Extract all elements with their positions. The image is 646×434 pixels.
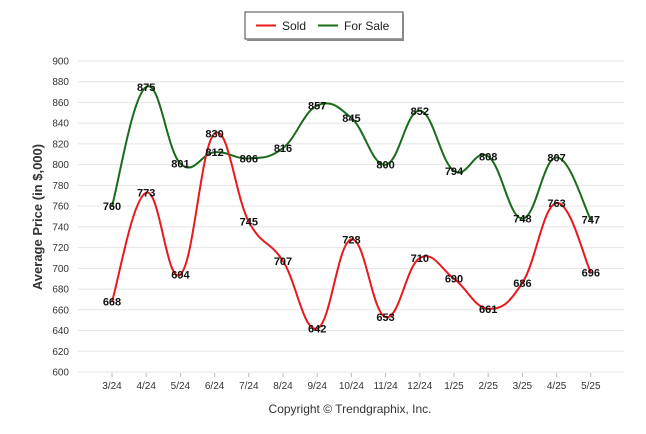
data-label-for-sale: 808	[479, 151, 497, 163]
y-tick-label: 760	[52, 202, 69, 213]
x-tick-label: 6/24	[205, 381, 225, 392]
series-line-for-sale	[111, 85, 592, 221]
data-label-sold: 773	[137, 188, 155, 200]
x-tick-label: 2/25	[478, 381, 498, 392]
y-tick-label: 680	[52, 285, 69, 296]
data-label-for-sale: 806	[240, 153, 258, 165]
series-lines	[111, 85, 592, 330]
data-label-for-sale: 800	[376, 160, 394, 172]
y-tick-label: 600	[52, 368, 69, 379]
data-label-for-sale: 852	[411, 106, 429, 118]
data-label-for-sale: 760	[103, 201, 121, 213]
x-tick-label: 3/24	[102, 381, 122, 392]
data-label-for-sale: 748	[513, 214, 531, 226]
data-label-for-sale: 747	[582, 215, 600, 227]
y-tick-label: 840	[52, 119, 69, 130]
x-axis: 3/24 4/24 5/24 6/24 7/24 8/24 9/24 10/24 11/24 12…	[102, 373, 601, 392]
y-axis-label: Average Price (in $,000)	[30, 144, 45, 290]
data-label-sold: 661	[479, 304, 497, 316]
y-tick-label: 900	[52, 57, 69, 68]
data-label-for-sale: 816	[274, 143, 292, 155]
y-tick-label: 640	[52, 326, 69, 337]
grid	[78, 60, 624, 373]
x-tick-label: 7/24	[239, 381, 259, 392]
data-label-for-sale: 812	[205, 147, 223, 159]
data-label-sold: 710	[411, 253, 429, 265]
copyright-footer: Copyright © Trendgraphix, Inc.	[269, 402, 432, 416]
data-label-for-sale: 794	[445, 166, 464, 178]
x-tick-label: 3/25	[513, 381, 533, 392]
y-tick-label: 720	[52, 243, 69, 254]
x-tick-label: 8/24	[273, 381, 293, 392]
y-tick-label: 780	[52, 181, 69, 192]
legend-label-sold: Sold	[282, 19, 306, 33]
data-label-sold: 707	[274, 256, 292, 268]
data-labels: 668 773 694 830 745 707 642 728 653 710 690 661 686 7…	[103, 82, 600, 336]
data-label-for-sale: 875	[137, 82, 155, 94]
data-label-for-sale: 801	[171, 159, 189, 171]
data-label-for-sale: 807	[547, 152, 565, 164]
legend: Sold For Sale	[244, 11, 404, 41]
y-axis: 600 620 640 660 680 700 720 740 760 780 800 820 840 8…	[52, 57, 69, 379]
y-tick-label: 620	[52, 347, 69, 358]
x-tick-label: 10/24	[339, 381, 364, 392]
y-tick-label: 700	[52, 264, 69, 275]
x-tick-label: 1/25	[444, 381, 464, 392]
x-tick-label: 5/25	[581, 381, 601, 392]
data-label-for-sale: 845	[342, 113, 360, 125]
data-label-sold: 668	[103, 297, 121, 309]
x-tick-label: 4/25	[547, 381, 567, 392]
data-label-sold: 728	[342, 234, 360, 246]
x-tick-label: 4/24	[136, 381, 156, 392]
data-label-sold: 830	[205, 129, 223, 141]
legend-label-for-sale: For Sale	[344, 19, 390, 33]
y-tick-label: 820	[52, 139, 69, 150]
data-label-sold: 696	[582, 267, 600, 279]
y-tick-label: 860	[52, 98, 69, 109]
y-tick-label: 660	[52, 305, 69, 316]
data-label-sold: 745	[240, 217, 258, 229]
data-label-sold: 690	[445, 274, 463, 286]
x-tick-label: 5/24	[171, 381, 191, 392]
y-tick-label: 800	[52, 160, 69, 171]
x-tick-label: 12/24	[407, 381, 432, 392]
x-tick-label: 9/24	[307, 381, 327, 392]
data-label-sold: 694	[171, 270, 190, 282]
series-line-sold	[111, 131, 592, 330]
data-label-sold: 686	[513, 278, 531, 290]
data-label-for-sale: 857	[308, 101, 326, 113]
x-tick-label: 11/24	[373, 381, 398, 392]
data-label-sold: 642	[308, 323, 326, 335]
y-tick-label: 880	[52, 77, 69, 88]
data-label-sold: 763	[547, 198, 565, 210]
y-tick-label: 740	[52, 222, 69, 233]
data-label-sold: 653	[376, 312, 394, 324]
